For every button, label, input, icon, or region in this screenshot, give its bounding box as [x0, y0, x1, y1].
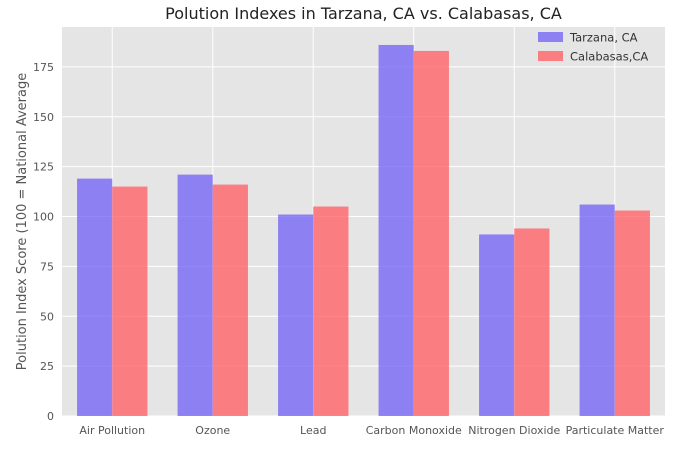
bar-tarzana: [177, 174, 213, 416]
y-tick-label: 50: [40, 310, 54, 323]
bar-tarzana: [278, 214, 314, 416]
y-tick-labels: 0 25 50 75 100 125 150 175: [33, 61, 54, 423]
y-tick-label: 100: [33, 211, 54, 224]
bar-calabasas: [112, 186, 148, 416]
chart-title: Polution Indexes in Tarzana, CA vs. Cala…: [165, 4, 562, 23]
x-tick-label: Lead: [300, 424, 326, 437]
x-tick-label: Particulate Matter: [566, 424, 665, 437]
y-tick-label: 75: [40, 260, 54, 273]
y-tick-label: 25: [40, 360, 54, 373]
bar-calabasas: [212, 184, 248, 416]
y-tick-label: 150: [33, 111, 54, 124]
legend: Tarzana, CA Calabasas,CA: [538, 31, 648, 64]
x-tick-labels: Air Pollution Ozone Lead Carbon Monoxide Nit…: [79, 424, 664, 437]
x-tick-label: Nitrogen Dioxide: [468, 424, 560, 437]
legend-label: Calabasas,CA: [570, 50, 648, 64]
legend-label: Tarzana, CA: [569, 31, 638, 45]
bar-tarzana: [77, 178, 113, 416]
y-tick-label: 175: [33, 61, 54, 74]
legend-swatch: [538, 51, 563, 61]
bar-calabasas: [413, 50, 449, 416]
bar-calabasas: [313, 206, 349, 416]
bars: [77, 44, 650, 416]
plot-background: [62, 27, 665, 416]
legend-swatch: [538, 32, 563, 42]
bar-calabasas: [614, 210, 650, 416]
bar-tarzana: [579, 204, 615, 416]
x-tick-label: Ozone: [195, 424, 230, 437]
y-axis-label: Polution Index Score (100 = National Ave…: [15, 73, 30, 370]
x-tick-label: Air Pollution: [79, 424, 145, 437]
y-tick-label: 125: [33, 161, 54, 174]
bar-tarzana: [378, 44, 414, 416]
bar-calabasas: [514, 228, 550, 416]
x-tick-label: Carbon Monoxide: [366, 424, 462, 437]
y-tick-label: 0: [47, 410, 54, 423]
bar-tarzana: [479, 234, 515, 416]
